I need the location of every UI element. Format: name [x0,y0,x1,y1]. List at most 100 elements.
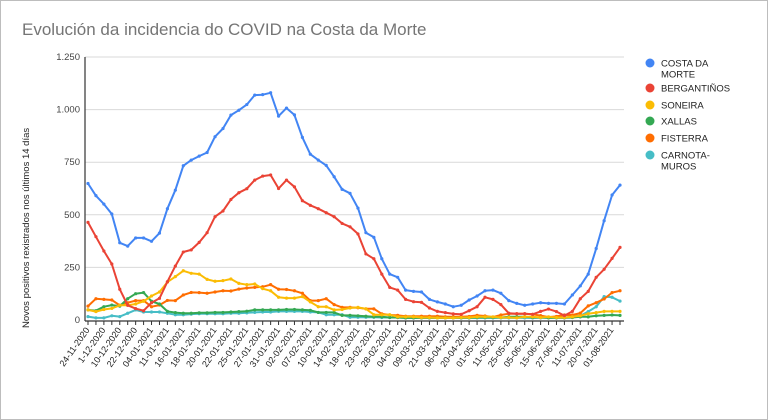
data-point [300,135,304,139]
data-point [531,315,535,319]
data-point [253,93,257,97]
data-point [292,296,297,300]
data-point [276,287,281,291]
data-point [364,307,368,311]
data-point [523,315,527,319]
data-point [300,291,304,295]
data-point [213,215,217,219]
data-point [197,154,201,158]
legend-marker [645,58,655,68]
data-point [507,315,511,320]
data-point [562,302,567,306]
legend-item: SONEIRA [645,100,704,112]
data-point [411,315,416,319]
data-point [538,309,543,313]
series-berganti-os [86,173,622,318]
data-point [570,293,574,297]
data-point [181,164,185,168]
data-point [134,302,138,306]
data-point [586,312,590,316]
data-point [189,311,193,315]
data-point [173,188,177,192]
data-point [110,314,114,318]
data-point [229,310,233,314]
legend-label: MUROS [661,162,696,173]
data-point [594,275,598,279]
data-point [118,241,122,245]
data-point [102,307,106,312]
data-point [94,235,98,239]
data-point [578,297,582,301]
data-point [269,91,273,95]
data-point [546,301,551,305]
y-tick-label: 1.250 [56,52,80,63]
data-point [602,297,606,301]
data-point [380,272,384,276]
data-point [221,289,225,293]
data-point [499,313,503,317]
data-point [427,297,432,301]
data-point [221,126,225,131]
data-point [110,306,114,311]
data-point [372,257,376,261]
data-point [467,309,471,313]
data-point [356,314,360,318]
data-point [284,296,289,300]
data-point [435,316,439,320]
data-point [388,285,392,289]
data-point [546,307,551,311]
data-point [149,301,154,305]
data-point [284,106,289,110]
data-point [451,305,455,309]
data-point [292,307,297,312]
data-point [284,307,289,312]
data-point [253,308,257,312]
data-point [126,297,130,301]
data-point [197,291,201,295]
data-point [94,194,98,198]
data-point [181,311,185,315]
data-point [276,114,281,118]
legend-label: FISTERRA [661,134,709,145]
data-point [324,305,328,309]
data-point [126,303,130,307]
data-point [594,301,598,305]
data-point [364,314,368,318]
legend-item: FISTERRA [645,133,709,145]
data-point [126,244,130,248]
data-point [562,313,567,318]
data-point [531,312,535,316]
data-point [173,299,177,303]
data-point [610,291,614,295]
data-point [284,287,289,292]
data-point [324,310,328,315]
data-point [475,294,479,298]
data-point [229,277,233,281]
data-point [570,309,574,313]
legend-item: XALLAS [645,116,697,128]
data-point [134,292,138,296]
data-point [205,231,209,235]
data-point [197,272,201,276]
data-point [221,279,225,283]
data-point [300,199,304,203]
data-point [213,135,217,139]
data-point [618,309,622,313]
data-point [483,289,487,293]
data-point [515,316,519,320]
data-point [499,315,503,320]
data-point [284,178,289,182]
data-point [475,305,479,309]
chart-title: Evolución da incidencia do COVID na Cost… [22,20,426,39]
data-point [157,296,162,300]
data-point [276,308,281,312]
data-point [523,303,527,307]
data-point [316,305,320,309]
data-point [372,313,376,317]
data-point [594,305,598,309]
data-point [205,277,209,281]
data-point [554,309,559,314]
data-point [165,280,170,284]
data-point [253,285,257,289]
